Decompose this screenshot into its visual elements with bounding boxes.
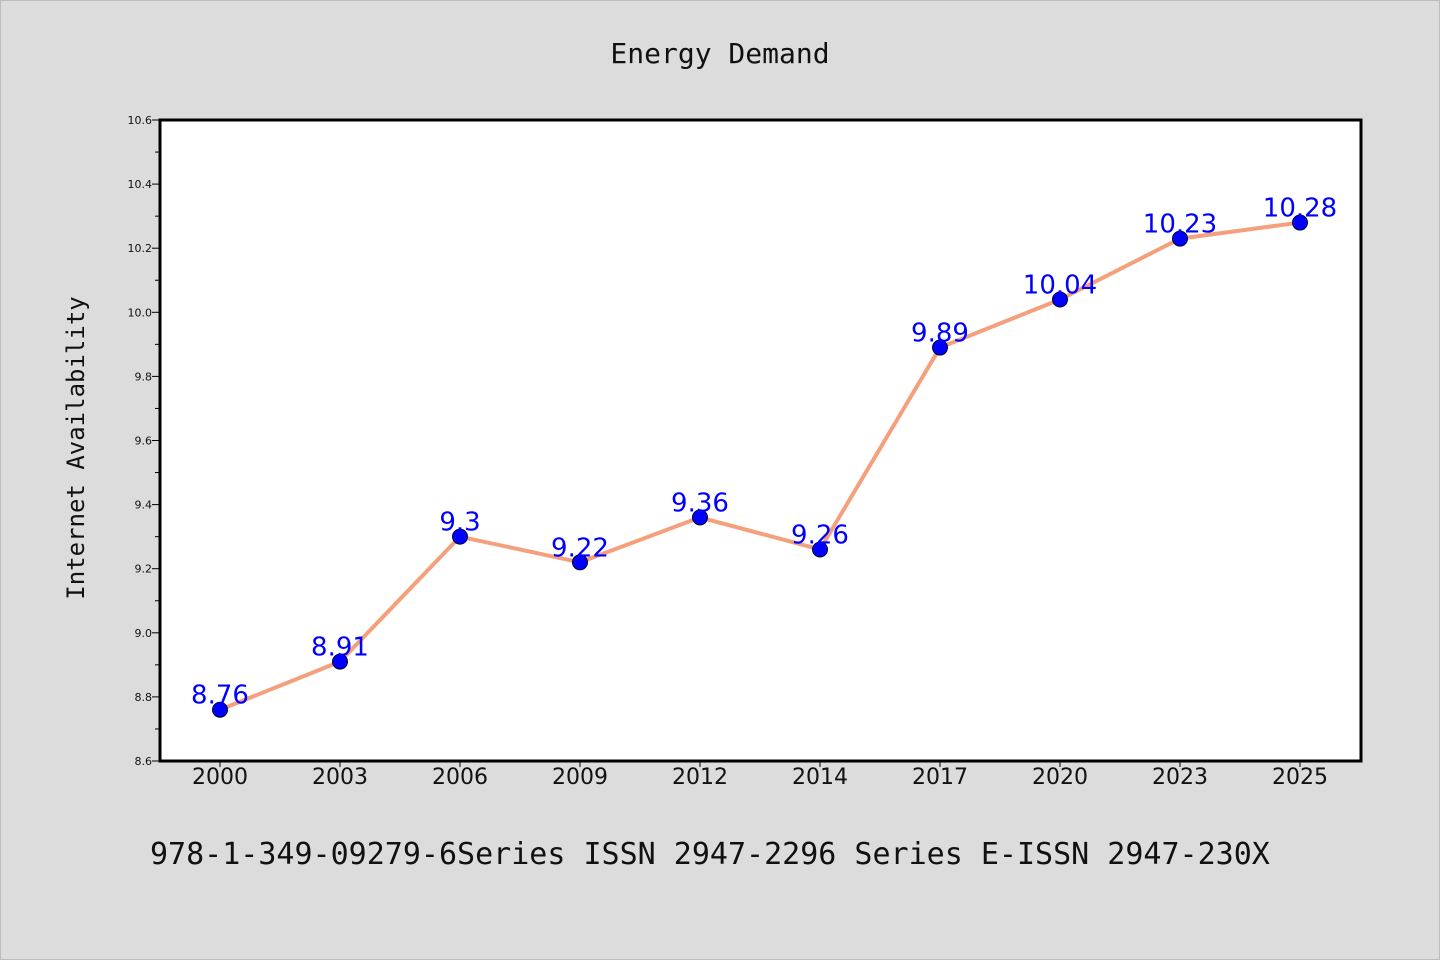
data-label: 8.76: [191, 681, 249, 711]
data-label: 9.22: [551, 533, 609, 563]
data-point-marker: [572, 554, 588, 571]
x-tick-label: 2006: [432, 765, 488, 790]
x-tick-label: 2012: [672, 765, 728, 790]
y-tick-label: 8.6: [135, 755, 153, 768]
data-point-marker: [212, 701, 228, 718]
data-point-marker: [332, 653, 348, 670]
data-label: 9.26: [791, 520, 849, 550]
data-label: 9.36: [671, 488, 729, 518]
y-tick-label: 9.4: [135, 499, 153, 512]
x-tick-label: 2000: [192, 765, 248, 790]
x-axis: 2000 2003 2006 2009 2012 2014 2017 2020 2023 2025: [192, 761, 1328, 790]
x-tick-label: 2023: [1152, 765, 1208, 790]
data-point-marker: [692, 509, 708, 526]
x-tick-label: 2020: [1032, 765, 1088, 790]
data-point-marker: [1172, 230, 1188, 247]
data-label-group: 8.76 8.91 9.3 9.22 9.36 9.26 9.89 10.04 10.23 10.…: [191, 194, 1337, 711]
plot-area: [158, 118, 1363, 763]
data-label: 9.89: [911, 319, 969, 349]
y-tick-label: 10.2: [128, 242, 153, 255]
y-axis-label: Internet Availability: [62, 296, 90, 599]
x-tick-label: 2025: [1272, 765, 1328, 790]
data-point-marker: [812, 541, 828, 558]
y-axis: 8.6 8.8 9.0 9.2 9.4 9.6 9.8 10.0 10.2 10.4 10.6: [128, 114, 160, 768]
data-label: 10.23: [1143, 210, 1217, 240]
x-tick-label: 2017: [912, 765, 968, 790]
y-tick-label: 10.0: [128, 306, 153, 319]
data-point-marker: [1292, 214, 1308, 231]
data-point-marker: [452, 528, 468, 545]
chart-title: Energy Demand: [610, 37, 829, 70]
y-tick-label: 9.0: [135, 627, 153, 640]
y-tick-label: 10.6: [128, 114, 153, 127]
data-label: 9.3: [439, 508, 480, 538]
y-tick-label: 9.8: [135, 370, 153, 383]
series-line-group: [212, 214, 1308, 718]
y-tick-label: 10.4: [128, 178, 153, 191]
caption-text: 978-1-349-09279-6Series ISSN 2947-2296 S…: [150, 837, 1270, 872]
data-label: 8.91: [311, 633, 369, 663]
x-tick-label: 2009: [552, 765, 608, 790]
x-tick-label: 2014: [792, 765, 848, 790]
data-label: 10.28: [1263, 194, 1337, 224]
data-point-marker: [932, 339, 948, 356]
series-line: [219, 220, 1301, 712]
y-tick-label: 9.2: [135, 563, 153, 576]
x-tick-label: 2003: [312, 765, 368, 790]
y-tick-label: 9.6: [135, 435, 153, 448]
data-point-marker: [1052, 291, 1068, 308]
y-tick-label: 8.8: [135, 691, 153, 704]
data-label: 10.04: [1023, 270, 1097, 300]
